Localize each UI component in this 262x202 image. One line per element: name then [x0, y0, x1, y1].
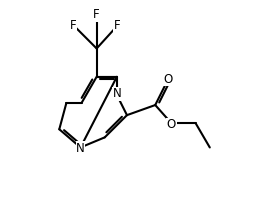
Text: N: N	[112, 87, 121, 100]
Text: O: O	[163, 73, 172, 86]
Text: F: F	[114, 19, 121, 32]
Text: F: F	[93, 8, 100, 21]
Text: N: N	[76, 142, 85, 155]
Text: O: O	[167, 118, 176, 131]
Text: F: F	[70, 19, 77, 32]
